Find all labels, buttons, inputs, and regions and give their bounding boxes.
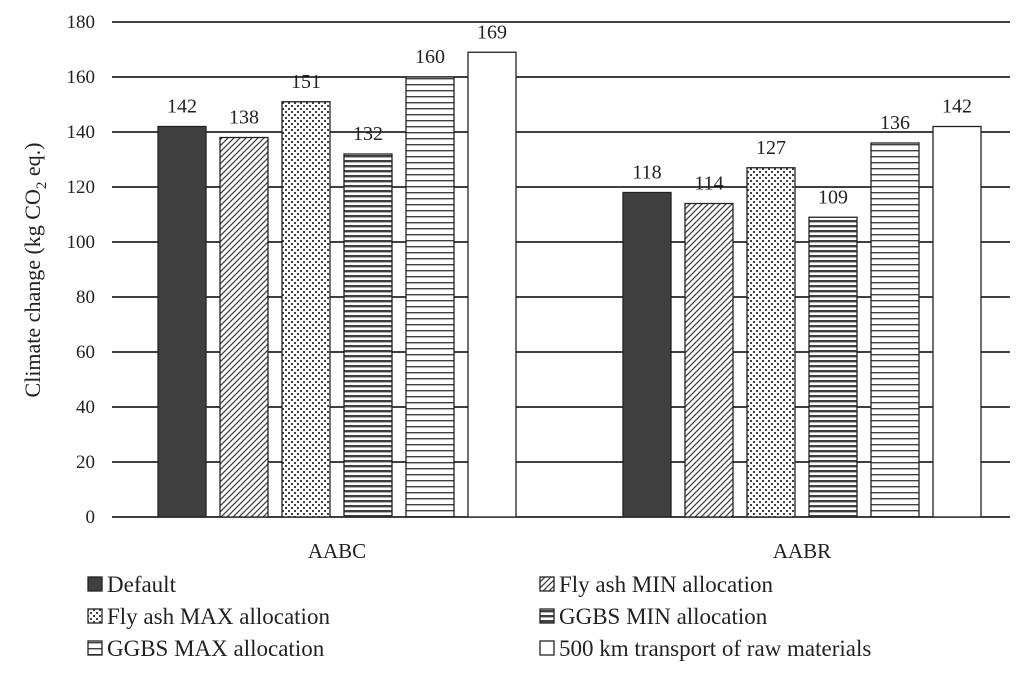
y-tick-label: 120 [67, 177, 96, 198]
data-label: 132 [353, 123, 383, 145]
data-label: 114 [694, 173, 723, 195]
bar [932, 125, 982, 518]
bar [467, 51, 517, 518]
legend-swatch [87, 608, 103, 624]
y-tick-label: 100 [67, 232, 96, 253]
y-tick-label: 180 [67, 12, 96, 33]
data-label: 169 [477, 21, 507, 43]
data-label: 138 [229, 107, 259, 129]
data-label: 142 [942, 96, 972, 118]
data-labels: 142 138 151 132 160 169 118 114 127 109 136 142 [167, 21, 972, 208]
bar [870, 142, 920, 518]
legend-label: GGBS MIN allocation [559, 604, 768, 629]
legend-swatch [539, 576, 555, 592]
data-label: 160 [415, 46, 445, 68]
legend-label: Default [107, 572, 177, 597]
legend-swatch [539, 640, 555, 656]
data-label: 151 [291, 71, 321, 93]
data-label: 142 [167, 96, 197, 118]
axes: 0 20 40 60 80 100 120 140 160 180 AABC AABR [67, 12, 832, 563]
y-axis-title: Climate change (kg CO2 eq.) [20, 143, 50, 398]
bars [157, 51, 982, 518]
y-tick-label: 80 [76, 287, 95, 308]
legend-swatch [87, 640, 103, 656]
data-label: 118 [632, 162, 661, 184]
y-tick-label: 160 [67, 67, 96, 88]
bar [746, 167, 796, 518]
data-label: 109 [818, 186, 848, 208]
y-tick-label: 140 [67, 122, 96, 143]
bar [157, 125, 207, 518]
legend-swatch [87, 576, 103, 592]
bar [684, 202, 734, 518]
category-label: AABC [308, 539, 366, 563]
bar [622, 191, 672, 518]
legend-swatch [539, 608, 555, 624]
data-label: 136 [880, 112, 910, 134]
data-label: 127 [756, 137, 786, 159]
legend-label: Fly ash MIN allocation [559, 572, 773, 597]
y-tick-label: 40 [76, 397, 95, 418]
legend-label: 500 km transport of raw materials [559, 636, 871, 661]
legend: Default Fly ash MIN allocation Fly ash MAX… [87, 572, 871, 661]
y-tick-label: 20 [76, 452, 95, 473]
bar [281, 101, 331, 518]
bar [219, 136, 269, 518]
legend-label: GGBS MAX allocation [107, 636, 325, 661]
y-tick-label: 0 [86, 507, 96, 528]
bar [808, 216, 858, 518]
bar [343, 153, 393, 518]
category-label: AABR [773, 539, 831, 563]
bar [405, 76, 455, 518]
y-tick-label: 60 [76, 342, 95, 363]
legend-label: Fly ash MAX allocation [107, 604, 330, 629]
